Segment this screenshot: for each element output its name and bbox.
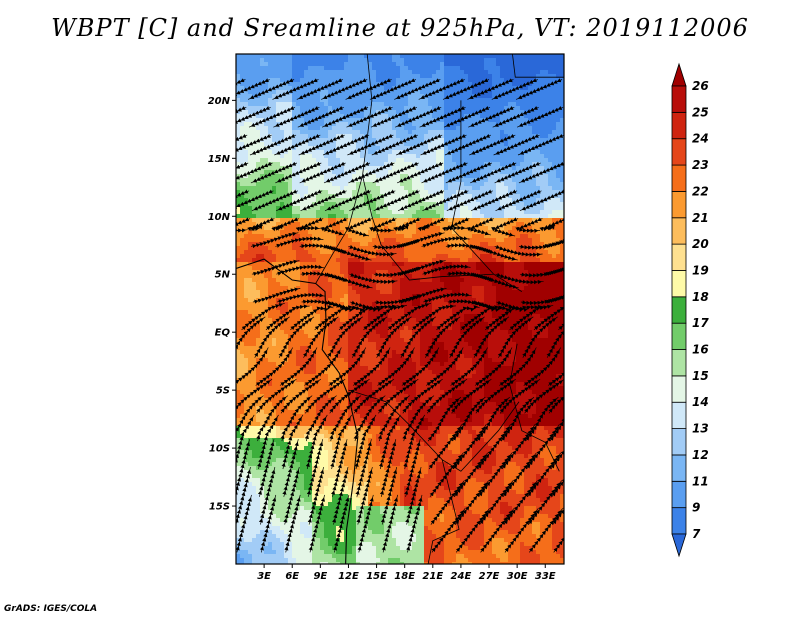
lon-tick-label: 21E: [422, 571, 443, 582]
colorbar-label: 26: [692, 79, 709, 93]
lat-tick-label: 5N: [215, 270, 231, 281]
longitude-labels: 3E 6E 9E 12E 15E 18E 21E 24E 27E 30E 33E: [257, 564, 556, 582]
lat-tick-label: 10S: [209, 444, 230, 455]
colorbar-label: 14: [692, 395, 709, 409]
colorbar-box: [671, 243, 687, 271]
colorbar-label: 7: [692, 527, 701, 541]
colorbar-box: [671, 401, 687, 429]
lon-tick-label: 33E: [535, 571, 556, 582]
colorbar-box: [671, 375, 687, 403]
colorbar-label: 25: [692, 105, 709, 119]
streamlines: [236, 78, 564, 553]
lon-tick-label: 27E: [479, 571, 500, 582]
colorbar-label: 24: [692, 132, 709, 146]
colorbar-label: 9: [692, 501, 700, 515]
colorbar-label: 12: [692, 448, 709, 462]
lon-tick-label: 6E: [285, 571, 299, 582]
lat-tick-label: 5S: [216, 386, 230, 397]
lat-tick-label: 15S: [209, 502, 230, 513]
lat-tick-label: 15N: [208, 154, 231, 165]
lon-tick-label: 15E: [366, 571, 387, 582]
colorbar-box: [671, 349, 687, 377]
colorbar-box: [671, 164, 687, 192]
colorbar-bottom-arrow: [671, 533, 687, 558]
colorbar-label: 18: [692, 290, 709, 304]
lon-tick-label: 24E: [451, 571, 472, 582]
colorbar-box: [671, 270, 687, 298]
colorbar-box: [671, 296, 687, 324]
lon-tick-label: 9E: [313, 571, 327, 582]
lon-tick-label: 30E: [507, 571, 528, 582]
latitude-labels: 20N 15N 10N 5N EQ 5S 10S 15S: [208, 96, 236, 513]
lon-tick-label: 3E: [257, 571, 271, 582]
colorbar-box: [671, 428, 687, 456]
colorbar-box: [671, 191, 687, 219]
colorbar-box: [671, 138, 687, 166]
colorbar-box: [671, 85, 687, 113]
colorbar-label: 22: [692, 184, 709, 198]
colorbar-box: [671, 454, 687, 482]
colorbar-box: [671, 111, 687, 140]
colorbar-label: 19: [692, 263, 709, 277]
lat-tick-label: EQ: [215, 328, 231, 339]
lon-tick-label: 12E: [338, 571, 359, 582]
colorbar-label: 17: [692, 316, 709, 330]
colorbar-box: [671, 507, 687, 535]
colorbar-top-arrow: [671, 62, 687, 87]
colorbar-box: [671, 217, 687, 245]
colorbar-label: 16: [692, 343, 709, 357]
lat-tick-label: 10N: [208, 212, 231, 223]
colorbar-box: [671, 322, 687, 350]
map-frame: [235, 53, 565, 565]
colorbar-label: 15: [692, 369, 709, 383]
grads-credit: GrADS: IGES/COLA: [4, 604, 98, 614]
colorbar-box: [671, 480, 687, 509]
colorbar-label: 23: [692, 158, 709, 172]
lat-tick-label: 20N: [208, 96, 231, 107]
colorbar-label: 11: [692, 474, 709, 488]
map-title: WBPT [C] and Sreamline at 925hPa, VT: 20…: [51, 14, 749, 42]
colorbar-label: 21: [692, 211, 709, 225]
lon-tick-label: 18E: [394, 571, 415, 582]
colorbar-label: 20: [692, 237, 709, 251]
colorbar-label: 13: [692, 422, 709, 436]
coastline-borders: [236, 54, 564, 564]
colorbar: 7 9 11 12 13 14 15 16 17 18 19 20 21 22 23 24 25 26: [671, 62, 709, 558]
